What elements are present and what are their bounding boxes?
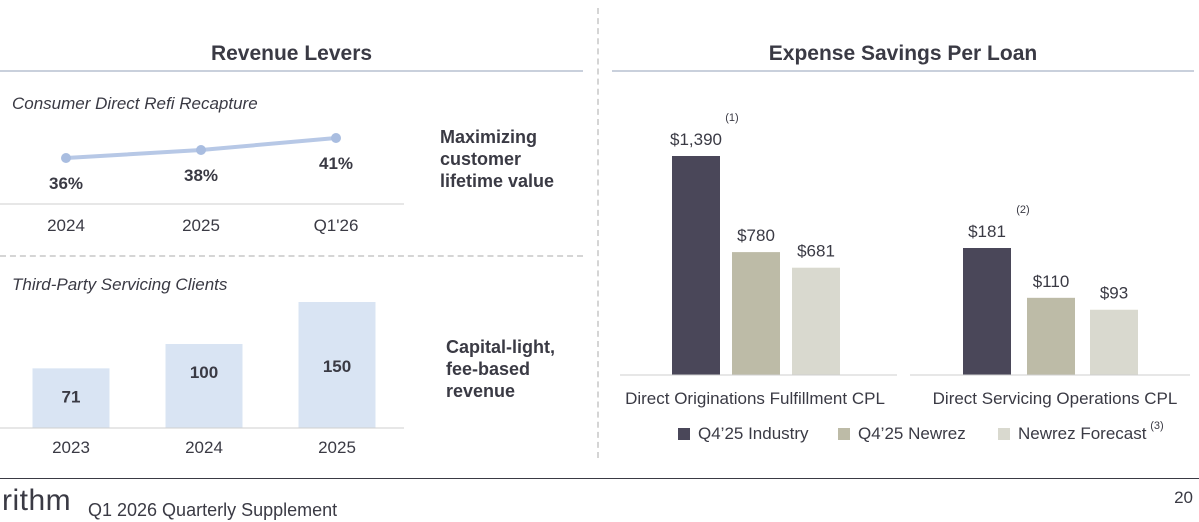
expense-savings-title: Expense Savings Per Loan xyxy=(768,42,1038,65)
servicing-value-label: 100 xyxy=(190,363,218,382)
legend-swatch xyxy=(998,428,1010,440)
expense-savings-rule xyxy=(612,70,1194,72)
recapture-subtitle: Consumer Direct Refi Recapture xyxy=(12,94,258,113)
servicing-x-tick-label: 2024 xyxy=(185,438,223,457)
recapture-point xyxy=(331,133,341,143)
servicing-bar xyxy=(165,344,243,428)
recapture-x-tick-label: 2025 xyxy=(182,216,220,235)
expense-value-label: $681 xyxy=(797,242,835,261)
expense-bar xyxy=(732,252,780,375)
recapture-tagline: Maximizing customer lifetime value xyxy=(440,126,554,192)
servicing-x-tick-label: 2025 xyxy=(318,438,356,457)
servicing-bar xyxy=(32,368,110,428)
recapture-point xyxy=(61,153,71,163)
left-panel-divider xyxy=(0,255,583,257)
legend-label: Q4’25 Industry xyxy=(698,424,809,443)
expense-x-tick-label: Direct Servicing Operations CPL xyxy=(933,389,1178,408)
footer-rule xyxy=(0,478,1199,479)
servicing-tagline-line-3: revenue xyxy=(446,381,516,401)
legend-footnote-marker: (3) xyxy=(1150,420,1163,432)
page-number: 20 xyxy=(1174,488,1193,507)
servicing-subtitle: Third-Party Servicing Clients xyxy=(12,275,228,294)
recapture-line-chart: 36% 38% 41% 2024 2025 Q1'26 xyxy=(0,133,404,235)
recapture-value-label: 38% xyxy=(184,166,218,185)
recapture-x-tick-label: 2024 xyxy=(47,216,85,235)
expense-bar xyxy=(672,156,720,375)
expense-value-label: $181 xyxy=(968,222,1006,241)
servicing-bar xyxy=(298,302,376,428)
expense-bar xyxy=(792,267,840,375)
recapture-point xyxy=(196,145,206,155)
recapture-tagline-line-2: customer xyxy=(440,149,522,169)
expense-footnote-marker: (2) xyxy=(1016,204,1029,216)
servicing-tagline-line-2: fee-based xyxy=(446,359,531,379)
expense-value-label: $780 xyxy=(737,226,775,245)
footer-text: Q1 2026 Quarterly Supplement xyxy=(88,500,338,520)
expense-bar xyxy=(963,248,1011,375)
legend-label: Newrez Forecast xyxy=(1018,424,1147,443)
expense-value-label: $1,390 xyxy=(670,130,722,149)
servicing-value-label: 150 xyxy=(323,357,351,376)
recapture-x-tick-label: Q1'26 xyxy=(314,216,359,235)
recapture-value-label: 41% xyxy=(319,154,353,173)
expense-x-tick-label: Direct Originations Fulfillment CPL xyxy=(625,389,885,408)
center-divider xyxy=(597,8,599,458)
expense-bar xyxy=(1027,297,1075,375)
expense-value-label: $93 xyxy=(1100,284,1128,303)
recapture-value-label: 36% xyxy=(49,174,83,193)
expense-footnote-marker: (1) xyxy=(725,112,738,124)
revenue-levers-title: Revenue Levers xyxy=(210,42,373,65)
servicing-tagline: Capital-light, fee-based revenue xyxy=(446,336,555,402)
legend-swatch xyxy=(678,428,690,440)
revenue-levers-rule xyxy=(0,70,583,72)
legend-swatch xyxy=(838,428,850,440)
servicing-tagline-line-1: Capital-light, xyxy=(446,337,555,357)
recapture-tagline-line-3: lifetime value xyxy=(440,171,555,191)
expense-value-label: $110 xyxy=(1033,272,1070,291)
servicing-value-label: 71 xyxy=(62,387,81,406)
recapture-tagline-line-1: Maximizing xyxy=(440,127,538,147)
servicing-x-tick-label: 2023 xyxy=(52,438,90,457)
servicing-bar-chart: 71 2023 100 2024 150 2025 xyxy=(0,302,404,457)
legend-label: Q4’25 Newrez xyxy=(858,424,966,443)
expense-savings-bar-chart: $1,390(1) $780 $681 Direct Originations Ful… xyxy=(620,112,1190,443)
rithm-logo: rithm xyxy=(2,484,72,517)
expense-bar xyxy=(1090,309,1138,375)
